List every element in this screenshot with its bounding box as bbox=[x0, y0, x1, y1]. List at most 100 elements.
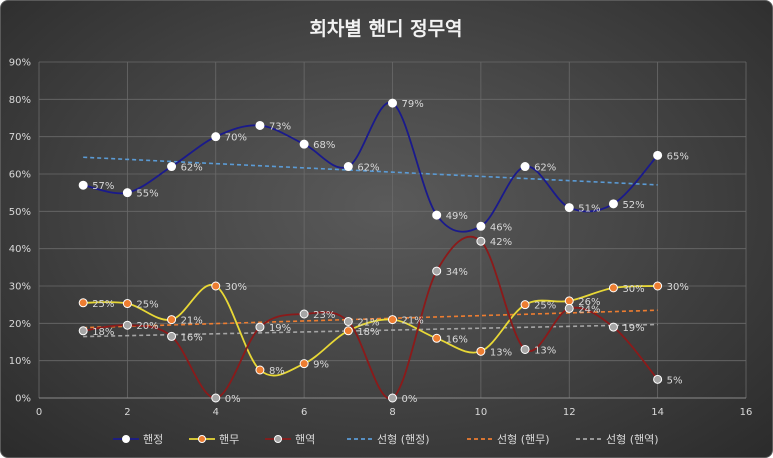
series-markers bbox=[78, 98, 663, 403]
data-label: 25% bbox=[136, 300, 158, 311]
series-3-point bbox=[78, 326, 88, 336]
data-label: 18% bbox=[357, 327, 379, 338]
data-label: 52% bbox=[622, 200, 644, 211]
data-label: 30% bbox=[667, 282, 689, 293]
series-1-point bbox=[476, 221, 486, 231]
series-2-point bbox=[520, 300, 530, 310]
x-tick-label: 16 bbox=[740, 407, 753, 418]
data-label: 23% bbox=[313, 310, 335, 321]
data-label: 25% bbox=[534, 301, 556, 312]
legend-item: 핸정 bbox=[113, 433, 163, 446]
series-3-point bbox=[167, 331, 177, 341]
series-3-point bbox=[653, 374, 663, 384]
series-3-point bbox=[343, 316, 353, 326]
y-tick-label: 60% bbox=[9, 170, 31, 181]
series-1-point bbox=[211, 132, 221, 142]
y-tick-label: 40% bbox=[9, 244, 31, 255]
x-tick-label: 4 bbox=[213, 407, 219, 418]
series-2-point bbox=[211, 281, 221, 291]
data-label: 18% bbox=[92, 327, 114, 338]
y-tick-label: 90% bbox=[9, 58, 31, 69]
series-1-point bbox=[388, 98, 397, 108]
series-2-point bbox=[167, 315, 177, 325]
legend-item: 핸무 bbox=[189, 433, 239, 446]
series-1-point bbox=[608, 199, 618, 209]
series-3-point bbox=[432, 266, 442, 276]
series-2-point bbox=[299, 359, 309, 369]
data-label: 73% bbox=[269, 121, 291, 132]
series-1-point bbox=[255, 120, 265, 130]
legend-label: 선형 (핸무) bbox=[497, 433, 550, 446]
data-label: 49% bbox=[446, 211, 468, 222]
grid bbox=[38, 61, 747, 399]
x-tick-label: 6 bbox=[301, 407, 307, 418]
data-label: 62% bbox=[357, 163, 379, 174]
data-label: 19% bbox=[622, 323, 644, 334]
data-label: 46% bbox=[490, 222, 512, 233]
legend-label: 핸정 bbox=[143, 433, 163, 446]
data-label: 62% bbox=[534, 163, 556, 174]
y-tick-label: 30% bbox=[9, 282, 31, 293]
y-tick-label: 0% bbox=[15, 394, 31, 405]
y-tick-label: 80% bbox=[9, 95, 31, 106]
x-tick-label: 8 bbox=[389, 407, 395, 418]
data-label: 21% bbox=[402, 316, 424, 327]
data-label: 20% bbox=[136, 321, 158, 332]
data-label: 24% bbox=[578, 304, 600, 315]
series-3-point bbox=[520, 344, 530, 354]
series-2-point bbox=[653, 281, 663, 291]
data-label: 51% bbox=[578, 204, 600, 215]
y-tick-label: 50% bbox=[9, 207, 31, 218]
data-label: 70% bbox=[225, 133, 247, 144]
axis-tick-labels: 0% 10% 20% 30% 40% 50% 60% 70% 80% 90% 0 2 4 6 8 10 12 14… bbox=[9, 58, 753, 419]
legend-item: 선형 (핸정) bbox=[347, 433, 430, 446]
data-label: 0% bbox=[225, 394, 241, 405]
x-tick-label: 12 bbox=[563, 407, 576, 418]
legend-item: 선형 (핸역) bbox=[576, 433, 659, 446]
series-3-point bbox=[122, 320, 132, 330]
series-2-point bbox=[608, 283, 618, 293]
series-1-point bbox=[520, 162, 530, 172]
series-1-point bbox=[343, 162, 353, 172]
series-3-point bbox=[255, 322, 265, 332]
data-label: 21% bbox=[357, 317, 379, 328]
data-label: 9% bbox=[313, 360, 329, 371]
x-tick-label: 14 bbox=[651, 407, 664, 418]
series-3-point bbox=[564, 303, 574, 313]
legend-marker bbox=[274, 435, 282, 443]
data-label: 30% bbox=[225, 282, 247, 293]
data-label: 34% bbox=[446, 267, 468, 278]
x-tick-label: 10 bbox=[475, 407, 488, 418]
trendline-1 bbox=[83, 156, 658, 186]
series-1-point bbox=[432, 210, 442, 220]
legend-marker bbox=[198, 435, 206, 443]
data-label: 13% bbox=[490, 347, 512, 358]
x-tick-label: 2 bbox=[124, 407, 130, 418]
series-2-point bbox=[343, 326, 353, 336]
data-label: 5% bbox=[667, 375, 683, 386]
series-3-point bbox=[299, 309, 309, 319]
legend: 핸정 핸무 핸역 선형 (핸정) 선형 (핸무) 선형 (핸역) bbox=[113, 433, 659, 446]
data-label: 30% bbox=[622, 284, 644, 295]
series-line-2 bbox=[83, 283, 658, 377]
legend-label: 선형 (핸정) bbox=[377, 433, 430, 446]
legend-marker bbox=[122, 435, 130, 443]
data-labels: 57% 55% 62% 70% 73% 68% 62% 79% 49% 46% 62% 51% 52% 6… bbox=[92, 99, 689, 405]
legend-item: 선형 (핸무) bbox=[467, 433, 550, 446]
data-label: 55% bbox=[136, 189, 158, 200]
data-label: 42% bbox=[490, 237, 512, 248]
y-tick-label: 20% bbox=[9, 319, 31, 330]
series-2-point bbox=[476, 346, 486, 356]
series-1-point bbox=[299, 139, 309, 149]
data-label: 16% bbox=[446, 334, 468, 345]
data-label: 16% bbox=[181, 332, 203, 343]
y-tick-label: 10% bbox=[9, 356, 31, 367]
data-label: 19% bbox=[269, 323, 291, 334]
data-label: 21% bbox=[181, 316, 203, 327]
legend-item: 핸역 bbox=[265, 433, 315, 446]
series-1-point bbox=[122, 188, 132, 198]
data-label: 68% bbox=[313, 140, 335, 151]
series-2-point bbox=[255, 365, 265, 375]
